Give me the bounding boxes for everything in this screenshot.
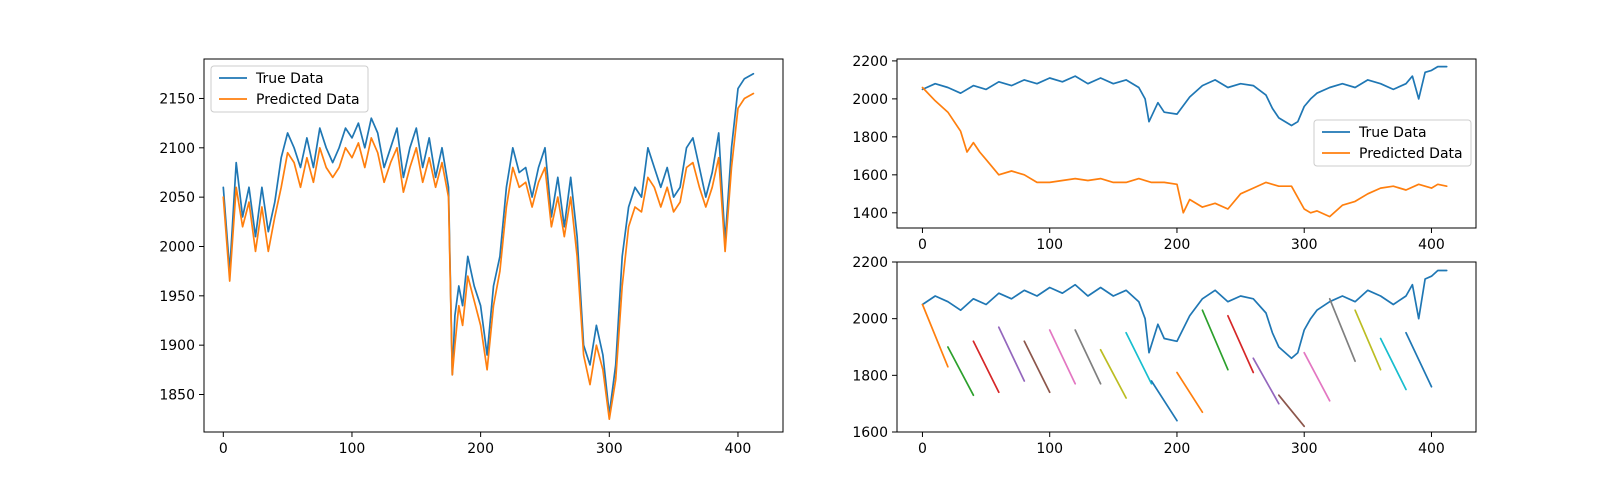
x-tick-label: 200	[1164, 441, 1191, 457]
legend-label: True Data	[1358, 125, 1427, 141]
x-tick-label: 300	[596, 441, 623, 457]
y-tick-label: 2000	[159, 239, 195, 255]
forecast-segment-13	[1227, 314, 1255, 374]
y-tick-label: 2200	[852, 54, 888, 70]
x-tick-label: 100	[1036, 441, 1063, 457]
forecast-segment-0	[921, 269, 1448, 360]
y-tick-label: 1400	[852, 206, 888, 222]
x-tick-label: 200	[1164, 237, 1191, 253]
y-tick-label: 1800	[852, 130, 888, 146]
y-tick-label: 1800	[852, 368, 888, 384]
forecast-segment-18	[1354, 309, 1382, 371]
x-tick-label: 300	[1291, 237, 1318, 253]
y-tick-label: 1600	[852, 425, 888, 441]
forecast-segment-10	[1150, 380, 1178, 422]
forecast-segment-15	[1277, 394, 1306, 428]
forecast-segment-14	[1252, 357, 1280, 405]
series-true-data	[222, 72, 755, 416]
forecast-segment-8	[1099, 348, 1127, 399]
y-tick-label: 2100	[159, 141, 195, 157]
forecast-segment-20	[1405, 331, 1433, 388]
x-tick-label: 400	[725, 441, 752, 457]
forecast-segment-6	[1048, 329, 1077, 385]
forecast-segment-19	[1379, 337, 1407, 391]
forecast-segment-9	[1125, 331, 1153, 385]
y-tick-label: 2200	[852, 255, 888, 271]
chart-top-right: 0 100 200 300 400 1400 1600 1800 2000 2200 True Da…	[852, 54, 1477, 253]
legend-box	[1313, 119, 1472, 167]
forecast-segment-4	[997, 326, 1026, 382]
forecast-segment-1	[921, 303, 949, 368]
x-tick-label: 0	[219, 441, 228, 457]
x-tick-label: 200	[467, 441, 494, 457]
forecast-segment-3	[972, 340, 1000, 394]
series-group	[222, 72, 755, 421]
y-tick-label: 1900	[159, 338, 195, 354]
legend-box	[210, 65, 369, 113]
forecast-segment-5	[1023, 340, 1051, 394]
chart-bottom-right: 0 100 200 300 400 1600 1800 2000 2200	[852, 255, 1477, 457]
y-tick-label: 2000	[852, 92, 888, 108]
x-tick-label: 400	[1418, 237, 1445, 253]
series-group	[921, 65, 1448, 218]
y-tick-label: 1950	[159, 289, 195, 305]
legend-label: Predicted Data	[1359, 146, 1463, 162]
axes-frame	[203, 58, 784, 433]
axes-frame	[896, 261, 1477, 433]
legend: True Data Predicted Data	[1313, 119, 1472, 167]
series-group	[921, 269, 1448, 428]
forecast-segment-2	[947, 346, 975, 397]
y-tick-label: 2000	[852, 312, 888, 328]
y-tick-label: 2150	[159, 91, 195, 107]
forecast-segment-7	[1074, 329, 1102, 385]
x-tick-label: 100	[1036, 237, 1063, 253]
series-predicted-data	[222, 92, 755, 421]
series-predicted-data	[921, 86, 1448, 218]
legend: True Data Predicted Data	[210, 65, 369, 113]
chart-left: 0 100 200 300 400 1850 1900 1950 2000 2050 2100 215…	[159, 58, 784, 457]
y-tick-label: 2050	[159, 190, 195, 206]
legend-label: Predicted Data	[256, 92, 360, 108]
x-tick-label: 300	[1291, 441, 1318, 457]
x-tick-label: 400	[1418, 441, 1445, 457]
y-tick-label: 1600	[852, 168, 888, 184]
forecast-segment-16	[1303, 351, 1331, 402]
series-true-data	[921, 65, 1448, 127]
y-tick-label: 1850	[159, 388, 195, 404]
axes-frame	[896, 58, 1477, 229]
forecast-segment-11	[1176, 371, 1204, 414]
forecast-segment-17	[1328, 297, 1356, 363]
forecast-segment-12	[1201, 309, 1229, 371]
x-tick-label: 100	[339, 441, 366, 457]
legend-label: True Data	[255, 71, 324, 87]
x-tick-label: 0	[918, 441, 927, 457]
x-tick-label: 0	[918, 237, 927, 253]
